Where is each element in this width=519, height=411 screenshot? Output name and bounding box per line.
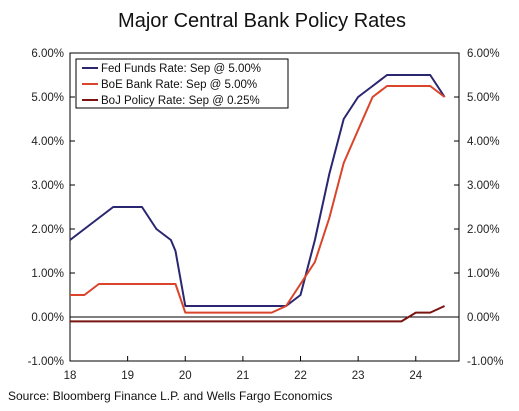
y-tick-label-left: 0.00% bbox=[31, 312, 64, 324]
legend: Fed Funds Rate: Sep @ 5.00% BoE Bank Rate… bbox=[75, 58, 289, 109]
legend-label-1: Fed Funds Rate: Sep @ 5.00% bbox=[101, 63, 261, 75]
y-tick-label-left: 4.00% bbox=[31, 136, 64, 148]
y-tick-label-right: -1.00% bbox=[467, 356, 503, 368]
x-tick-label: 20 bbox=[179, 370, 192, 382]
x-tick-label: 22 bbox=[294, 370, 307, 382]
axis-layer: 6.00% 6.00% 5.00% 5.00% 4.00% 4.00% 3.00% 3.00%… bbox=[28, 48, 504, 382]
x-tick-label: 18 bbox=[64, 370, 77, 382]
series-line-1 bbox=[69, 74, 446, 307]
series-line-3 bbox=[70, 305, 446, 323]
legend-label-3: BoJ Policy Rate: Sep @ 0.25% bbox=[101, 95, 260, 107]
y-tick-label-right: 5.00% bbox=[467, 92, 500, 104]
legend-box bbox=[75, 58, 289, 109]
y-tick-label-left: 2.00% bbox=[31, 224, 64, 236]
x-tick-label: 21 bbox=[236, 370, 249, 382]
y-tick-label-left: 6.00% bbox=[31, 48, 64, 60]
x-tick-label: 19 bbox=[121, 370, 134, 382]
y-tick-label-right: 2.00% bbox=[467, 224, 500, 236]
x-tick-label: 23 bbox=[352, 370, 365, 382]
y-tick-label-right: 1.00% bbox=[467, 268, 500, 280]
y-tick-label-right: 3.00% bbox=[467, 180, 500, 192]
x-tick-label: 24 bbox=[409, 370, 422, 382]
chart-title: Major Central Bank Policy Rates bbox=[118, 10, 406, 32]
y-tick-label-left: -1.00% bbox=[28, 356, 64, 368]
y-tick-label-right: 6.00% bbox=[467, 48, 500, 60]
y-tick-label-left: 1.00% bbox=[31, 268, 64, 280]
y-tick-label-right: 0.00% bbox=[467, 312, 500, 324]
series-line-2 bbox=[70, 85, 446, 314]
y-tick-label-right: 4.00% bbox=[467, 136, 500, 148]
series-layer bbox=[69, 74, 446, 323]
y-tick-label-left: 3.00% bbox=[31, 180, 64, 192]
y-tick-label-left: 5.00% bbox=[31, 92, 64, 104]
source-note: Source: Bloomberg Finance L.P. and Wells… bbox=[8, 389, 332, 403]
plot-frame bbox=[69, 52, 460, 362]
legend-label-2: BoE Bank Rate: Sep @ 5.00% bbox=[101, 79, 257, 91]
